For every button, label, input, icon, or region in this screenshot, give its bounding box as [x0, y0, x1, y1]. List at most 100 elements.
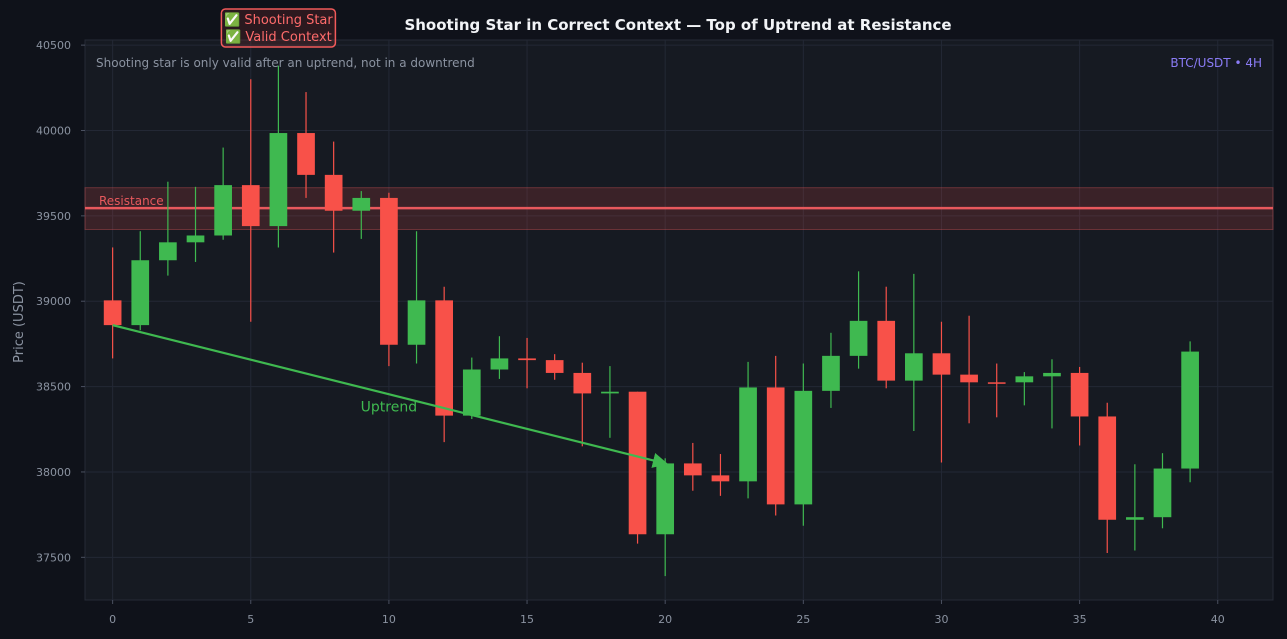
bearish-candle	[545, 354, 564, 380]
candle-body	[490, 358, 509, 370]
candle-body	[435, 300, 454, 416]
bullish-candle	[269, 65, 288, 248]
symbol-label: BTC/USDT • 4H	[1170, 56, 1262, 70]
candle-body	[545, 360, 564, 373]
bullish-candle	[904, 273, 923, 431]
bearish-candle	[766, 355, 785, 516]
bearish-candle	[297, 92, 315, 198]
bearish-candle	[103, 247, 122, 359]
bullish-candle	[407, 231, 426, 364]
uptrend-arrow	[112, 324, 669, 468]
candle-body	[131, 260, 150, 326]
candle-body	[1098, 416, 1117, 520]
bullish-candle	[1126, 464, 1144, 551]
chart-title: Shooting Star in Correct Context — Top o…	[404, 16, 951, 34]
callout-box	[220, 8, 337, 48]
candle-body	[159, 242, 177, 261]
y-tick-label: 38500	[36, 381, 71, 394]
bearish-candle	[1098, 402, 1117, 554]
candle-body	[1043, 372, 1061, 377]
axes: 37500 38000 38500 39000 39500 40000 40500 0 5 10 1…	[36, 39, 1225, 626]
bullish-candle	[186, 186, 205, 262]
bearish-candle	[877, 286, 896, 389]
candle-body	[297, 133, 315, 175]
candle-body	[407, 300, 426, 345]
bearish-candle	[628, 391, 647, 544]
y-axis-label: Price (USDT)	[12, 281, 27, 363]
bearish-candle	[573, 362, 592, 447]
bearish-candle	[932, 321, 951, 463]
annotations: Uptrend ✅ Shooting Star✅ Valid Context	[112, 8, 669, 468]
bearish-candle	[987, 363, 1006, 418]
bullish-candle	[159, 181, 177, 276]
bearish-candle	[1070, 366, 1089, 446]
candle-body	[877, 320, 896, 381]
x-tick-label: 35	[1073, 613, 1087, 626]
x-tick-label: 25	[796, 613, 810, 626]
callout-text: ✅ Shooting Star	[224, 12, 333, 28]
x-tick-label: 0	[109, 613, 116, 626]
bullish-candle	[214, 147, 232, 240]
candle-body	[766, 387, 785, 505]
candle-body	[1070, 372, 1089, 417]
candle-body	[656, 463, 675, 535]
plot-area	[84, 39, 1274, 601]
resistance-label: Resistance	[99, 194, 164, 208]
candle-body	[1153, 468, 1172, 518]
candles	[103, 65, 1199, 577]
candle-body	[960, 374, 978, 383]
bearish-candle	[324, 141, 343, 253]
candle-body	[601, 391, 619, 394]
bearish-candle	[711, 454, 730, 496]
bullish-candle	[601, 366, 619, 438]
y-tick-label: 40000	[36, 124, 71, 137]
bullish-candle	[1181, 341, 1199, 483]
y-tick-label: 39000	[36, 295, 71, 308]
bullish-candle	[1153, 453, 1172, 529]
bullish-candle	[822, 332, 840, 408]
candle-body	[1126, 517, 1144, 520]
candle-body	[462, 369, 481, 416]
bullish-candle	[656, 458, 675, 577]
candle-body	[1015, 376, 1034, 383]
bearish-candle	[683, 442, 702, 491]
uptrend-label: Uptrend	[361, 399, 417, 415]
candle-body	[849, 320, 868, 356]
x-tick-label: 20	[658, 613, 672, 626]
candle-body	[904, 353, 923, 381]
bearish-candle	[960, 315, 978, 424]
bearish-candle	[241, 79, 260, 322]
x-tick-label: 30	[934, 613, 948, 626]
bullish-candle	[739, 361, 757, 499]
x-tick-label: 40	[1211, 613, 1225, 626]
candle-body	[822, 355, 840, 391]
bearish-candle	[380, 192, 398, 367]
callout-text: ✅ Valid Context	[225, 29, 332, 45]
candle-body	[739, 387, 757, 482]
candle-body	[241, 185, 260, 227]
candle-body	[987, 382, 1006, 384]
y-tick-label: 40500	[36, 39, 71, 52]
x-tick-label: 15	[520, 613, 534, 626]
chart-subtitle: Shooting star is only valid after an upt…	[96, 56, 475, 70]
candle-body	[352, 197, 371, 211]
candle-body	[573, 372, 592, 394]
bullish-candle	[1015, 372, 1034, 406]
bearish-candle	[435, 286, 454, 443]
bullish-candle	[131, 231, 150, 331]
candle-body	[711, 475, 730, 482]
candle-body	[794, 390, 813, 505]
bullish-candle	[1043, 359, 1061, 429]
bearish-candle	[518, 337, 536, 389]
shooting-star-callout: ✅ Shooting Star✅ Valid Context	[220, 8, 337, 48]
x-tick-label: 5	[247, 613, 254, 626]
bullish-candle	[352, 191, 371, 239]
candle-body	[380, 197, 398, 345]
bullish-candle	[462, 357, 481, 420]
bullish-candle	[490, 336, 509, 379]
candle-body	[103, 300, 122, 326]
bullish-candle	[794, 363, 813, 526]
bullish-candle	[849, 271, 868, 369]
candle-body	[214, 185, 232, 236]
